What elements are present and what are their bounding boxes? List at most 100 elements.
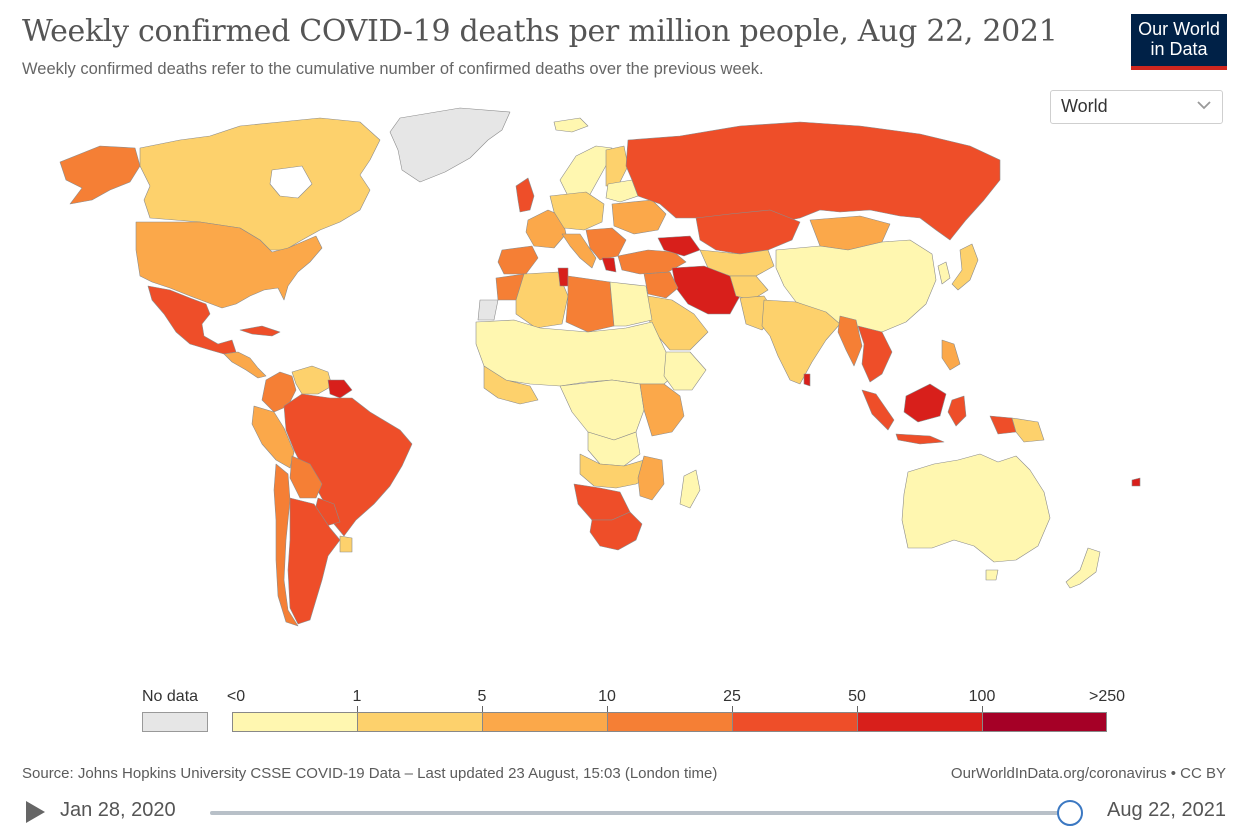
map-iceland[interactable] xyxy=(553,117,589,133)
map-namibia-botswana[interactable] xyxy=(573,483,631,521)
legend-tick xyxy=(982,706,983,712)
legend-tick-label: 25 xyxy=(723,688,741,705)
legend-swatch xyxy=(232,712,357,732)
map-east-africa[interactable] xyxy=(639,383,685,437)
legend-no-data-swatch xyxy=(142,712,208,732)
legend-tick xyxy=(482,706,483,712)
legend-tick-label: 100 xyxy=(968,688,996,705)
legend-tick xyxy=(732,706,733,712)
map-argentina[interactable] xyxy=(287,497,341,625)
map-caucasus[interactable] xyxy=(657,235,701,257)
map-venezuela[interactable] xyxy=(291,365,333,395)
map-kazakhstan[interactable] xyxy=(695,209,801,255)
map-greenland[interactable] xyxy=(389,107,511,183)
legend-tick-label: 5 xyxy=(477,688,487,705)
map-greece[interactable] xyxy=(601,257,617,273)
legend-swatch xyxy=(982,712,1107,732)
legend-tick-label: >250 xyxy=(1088,688,1126,705)
world-map[interactable] xyxy=(40,100,1170,660)
map-india[interactable] xyxy=(761,299,841,385)
map-sahel[interactable] xyxy=(475,319,681,387)
map-tunisia[interactable] xyxy=(557,267,569,287)
map-mexico[interactable] xyxy=(147,285,237,355)
map-cuba[interactable] xyxy=(239,325,281,337)
map-central-africa[interactable] xyxy=(559,379,645,441)
map-iraq-syria[interactable] xyxy=(643,271,679,299)
map-south-africa[interactable] xyxy=(589,511,643,551)
map-usa[interactable] xyxy=(135,221,323,309)
map-peru[interactable] xyxy=(251,405,295,469)
region-select[interactable]: World xyxy=(1050,90,1223,124)
map-alaska[interactable] xyxy=(59,145,141,205)
legend-tick-label: 1 xyxy=(352,688,362,705)
map-belarus[interactable] xyxy=(605,179,639,203)
timeline-end-date: Aug 22, 2021 xyxy=(1107,799,1226,821)
legend-tick-label: <0 xyxy=(226,688,246,705)
timeline-handle[interactable] xyxy=(1057,800,1083,826)
map-egypt[interactable] xyxy=(609,281,653,327)
legend-tick-label: 50 xyxy=(848,688,866,705)
map-sulawesi[interactable] xyxy=(947,395,967,427)
map-drc-south[interactable] xyxy=(587,431,641,467)
map-australia[interactable] xyxy=(901,453,1051,563)
map-thailand-vietnam[interactable] xyxy=(857,325,893,383)
region-select-value: World xyxy=(1061,96,1108,116)
map-italy[interactable] xyxy=(561,233,597,269)
chevron-down-icon xyxy=(1197,101,1211,110)
map-sumatra[interactable] xyxy=(861,389,895,431)
map-central-europe[interactable] xyxy=(549,191,605,231)
map-russia[interactable] xyxy=(625,121,1001,241)
play-icon[interactable] xyxy=(24,800,46,824)
legend-swatch xyxy=(482,712,607,732)
map-new-zealand[interactable] xyxy=(1065,547,1101,589)
map-west-africa[interactable] xyxy=(483,365,539,405)
legend-tick xyxy=(357,706,358,712)
legend-no-data-label: No data xyxy=(142,688,199,705)
legend-swatch xyxy=(357,712,482,732)
map-bolivia[interactable] xyxy=(289,455,323,499)
site-link[interactable]: OurWorldInData.org/coronavirus • CC BY xyxy=(950,765,1226,782)
map-philippines[interactable] xyxy=(941,339,961,371)
legend-swatch xyxy=(732,712,857,732)
page-subtitle: Weekly confirmed deaths refer to the cum… xyxy=(22,60,764,78)
map-png[interactable] xyxy=(1011,417,1045,443)
map-tasmania[interactable] xyxy=(985,569,999,581)
map-colombia[interactable] xyxy=(261,371,297,413)
map-legend: No data <0 1 5 10 25 50 100 >250 xyxy=(140,688,1125,738)
timeline-start-date: Jan 28, 2020 xyxy=(60,799,176,821)
map-japan[interactable] xyxy=(951,243,979,291)
map-libya[interactable] xyxy=(565,275,615,333)
timeline: Jan 28, 2020 Aug 22, 2021 xyxy=(0,792,1240,831)
map-uk[interactable] xyxy=(515,177,535,213)
map-uruguay[interactable] xyxy=(339,535,353,553)
legend-tick xyxy=(857,706,858,712)
legend-swatch xyxy=(607,712,732,732)
owid-logo[interactable]: Our World in Data xyxy=(1131,14,1227,70)
map-korea[interactable] xyxy=(937,261,951,285)
map-canada[interactable] xyxy=(139,117,381,251)
map-afghanistan[interactable] xyxy=(729,275,769,301)
map-ukraine[interactable] xyxy=(611,199,667,235)
map-java[interactable] xyxy=(895,433,945,445)
map-france[interactable] xyxy=(525,209,567,249)
source-note: Source: Johns Hopkins University CSSE CO… xyxy=(22,765,718,782)
map-ethiopia-horn[interactable] xyxy=(663,351,707,391)
map-borneo[interactable] xyxy=(903,383,947,423)
map-iran[interactable] xyxy=(671,265,741,315)
map-sri-lanka[interactable] xyxy=(803,373,811,387)
timeline-track[interactable] xyxy=(210,811,1070,815)
map-western-sahara[interactable] xyxy=(477,299,499,321)
legend-tick xyxy=(607,706,608,712)
map-fiji[interactable] xyxy=(1131,477,1141,487)
map-madagascar[interactable] xyxy=(679,469,701,509)
logo-line-1: Our World xyxy=(1138,19,1220,39)
map-mozambique[interactable] xyxy=(637,455,665,501)
map-guyanas[interactable] xyxy=(327,379,353,399)
map-central-america[interactable] xyxy=(223,351,267,379)
map-myanmar[interactable] xyxy=(837,315,863,367)
map-turkey[interactable] xyxy=(617,249,687,275)
map-finland[interactable] xyxy=(605,145,629,187)
legend-tick-label: 10 xyxy=(598,688,616,705)
legend-swatch xyxy=(857,712,982,732)
map-iberia[interactable] xyxy=(497,245,539,275)
